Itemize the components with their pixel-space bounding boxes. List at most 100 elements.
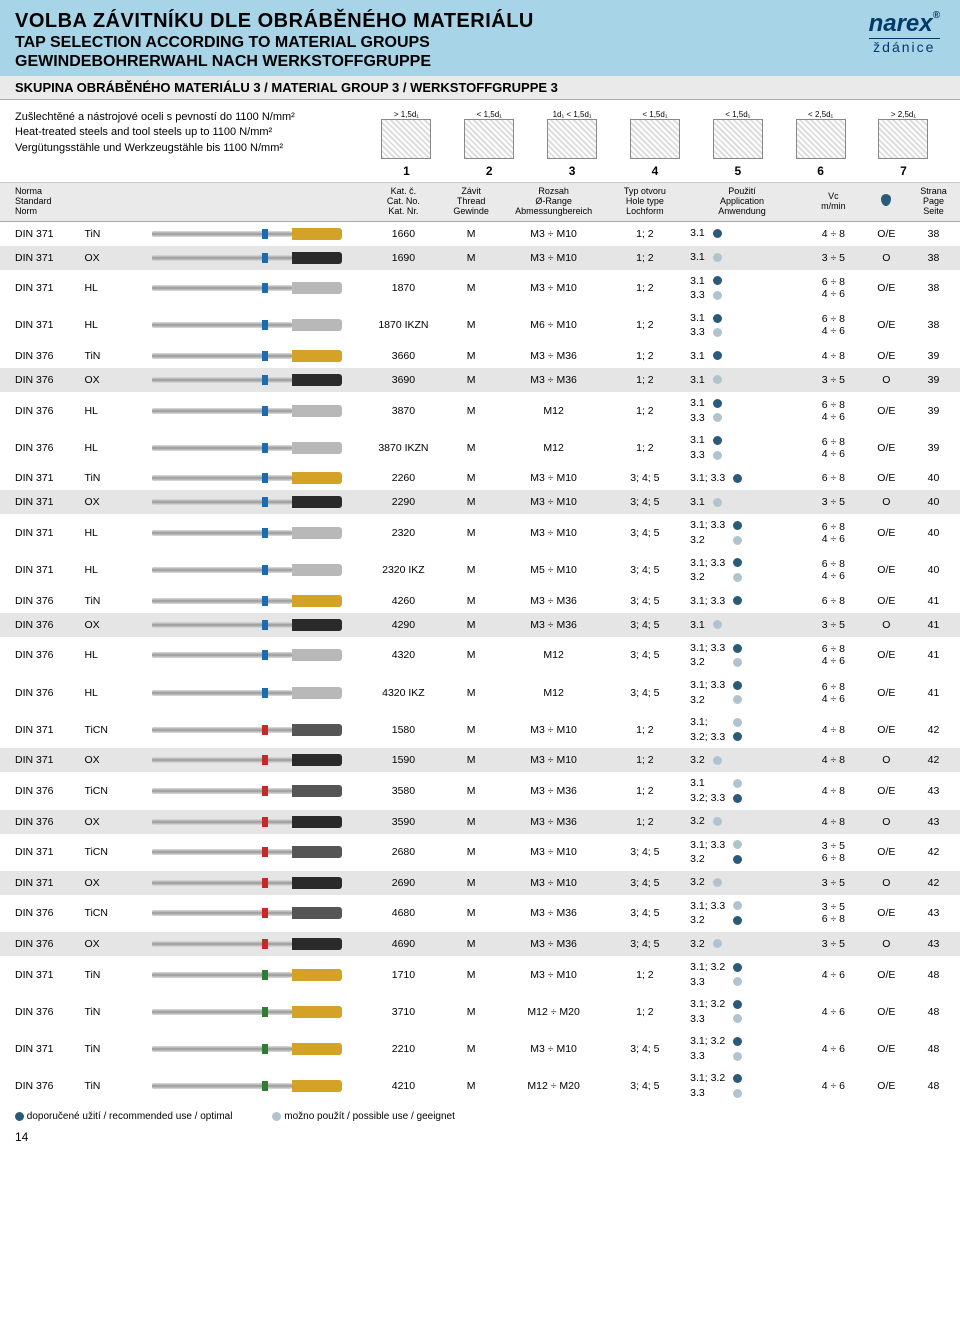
cell-page: 40 [907,552,960,589]
cell-thread: M [442,895,501,932]
table-row: DIN 376HL3870 IKZNMM121; 23.13.36 ÷ 84 ÷… [0,429,960,466]
cell-range: M12 [501,429,607,466]
table-row: DIN 376TiCN4680MM3 ÷ M363; 4; 53.1; 3.33… [0,895,960,932]
title-de: GEWINDEBOHRERWAHL NACH WERKSTOFFGRUPPE [15,53,945,71]
tap-icon [152,561,342,579]
cell-page: 40 [907,490,960,514]
table-row: DIN 371TiN1710MM3 ÷ M101; 23.1; 3.23.34 … [0,956,960,993]
tap-icon [152,316,342,334]
th-coat [82,183,129,221]
cell-vc: 3 ÷ 5 [801,871,866,895]
table-row: DIN 371HL2320 IKZMM5 ÷ M103; 4; 53.1; 3.… [0,552,960,589]
th-use: PoužitíApplicationAnwendung [683,183,801,221]
tap-icon [152,1040,342,1058]
cell-coat: TiN [82,1030,129,1067]
cell-vc: 4 ÷ 6 [801,993,866,1030]
cell-vc: 3 ÷ 5 [801,368,866,392]
cell-cool: O [866,748,907,772]
cell-cool: O [866,368,907,392]
cell-cool: O/E [866,772,907,809]
cell-use: 3.13.3 [683,429,801,466]
cell-vc: 6 ÷ 84 ÷ 6 [801,514,866,551]
table-row: DIN 376TiCN3580MM3 ÷ M361; 23.13.2; 3.34… [0,772,960,809]
logo: narex® ždánice [869,10,940,55]
cell-coat: OX [82,246,129,270]
material-desc-row: Zušlechtěné a nástrojové oceli s pevnost… [0,100,960,183]
diagram-5: < 1,5d₁5 [713,110,763,178]
cell-coat: OX [82,613,129,637]
cell-cat: 1870 IKZN [365,307,442,344]
cell-image [130,613,366,637]
page-number: 14 [0,1128,960,1154]
cell-coat: TiN [82,589,129,613]
cell-page: 48 [907,1067,960,1104]
table-row: DIN 376HL4320MM123; 4; 53.1; 3.33.26 ÷ 8… [0,637,960,674]
cell-norm: DIN 371 [0,956,82,993]
table-row: DIN 371OX2290MM3 ÷ M103; 4; 53.13 ÷ 5O40 [0,490,960,514]
cell-cat: 2690 [365,871,442,895]
cell-range: M3 ÷ M36 [501,368,607,392]
cell-cool: O/E [866,344,907,368]
cell-use: 3.1;3.2; 3.3 [683,711,801,748]
cell-image [130,772,366,809]
cell-hole: 3; 4; 5 [607,1067,684,1104]
cell-use: 3.1; 3.3 [683,466,801,490]
cell-coat: TiCN [82,895,129,932]
cell-norm: DIN 376 [0,429,82,466]
cell-cat: 1590 [365,748,442,772]
cell-image [130,589,366,613]
tap-icon [152,469,342,487]
table-row: DIN 371OX1590MM3 ÷ M101; 23.24 ÷ 8O42 [0,748,960,772]
cell-vc: 4 ÷ 8 [801,810,866,834]
cell-page: 42 [907,834,960,871]
cell-use: 3.1; 3.23.3 [683,956,801,993]
th-thread: ZávitThreadGewinde [442,183,501,221]
cell-hole: 1; 2 [607,711,684,748]
cell-image [130,307,366,344]
cell-range: M12 ÷ M20 [501,1067,607,1104]
diagram-3: 1d₁ < 1,5d₁3 [547,110,597,178]
cell-vc: 3 ÷ 5 [801,246,866,270]
th-cat: Kat. č.Cat. No.Kat. Nr. [365,183,442,221]
cell-range: M3 ÷ M36 [501,772,607,809]
cell-vc: 4 ÷ 8 [801,221,866,246]
cell-norm: DIN 376 [0,810,82,834]
cell-cool: O/E [866,834,907,871]
cell-image [130,392,366,429]
table-row: DIN 371TiN2260MM3 ÷ M103; 4; 53.1; 3.36 … [0,466,960,490]
cell-hole: 1; 2 [607,344,684,368]
cell-hole: 3; 4; 5 [607,514,684,551]
cell-hole: 3; 4; 5 [607,552,684,589]
cell-cool: O/E [866,1067,907,1104]
cell-cat: 3870 IKZN [365,429,442,466]
tap-icon [152,646,342,664]
cell-cool: O/E [866,307,907,344]
cell-cool: O/E [866,993,907,1030]
cell-hole: 3; 4; 5 [607,895,684,932]
cell-thread: M [442,429,501,466]
cell-thread: M [442,871,501,895]
tap-icon [152,524,342,542]
cell-cat: 2290 [365,490,442,514]
cell-use: 3.2 [683,810,801,834]
cell-thread: M [442,466,501,490]
cell-page: 38 [907,270,960,307]
cell-hole: 1; 2 [607,810,684,834]
cell-image [130,711,366,748]
hole-type-diagrams: > 1,5d₁1< 1,5d₁21d₁ < 1,5d₁3< 1,5d₁4< 1,… [365,110,945,182]
cell-cat: 2680 [365,834,442,871]
cell-norm: DIN 371 [0,270,82,307]
cell-page: 48 [907,956,960,993]
cell-image [130,1067,366,1104]
cell-page: 48 [907,993,960,1030]
cell-page: 43 [907,772,960,809]
cell-range: M3 ÷ M10 [501,956,607,993]
tap-icon [152,371,342,389]
cell-use: 3.1; 3.33.2 [683,834,801,871]
cell-vc: 6 ÷ 84 ÷ 6 [801,270,866,307]
cell-coat: HL [82,392,129,429]
tap-icon [152,1077,342,1095]
cell-coat: HL [82,637,129,674]
cell-norm: DIN 371 [0,246,82,270]
table-row: DIN 371TiCN1580MM3 ÷ M101; 23.1;3.2; 3.3… [0,711,960,748]
